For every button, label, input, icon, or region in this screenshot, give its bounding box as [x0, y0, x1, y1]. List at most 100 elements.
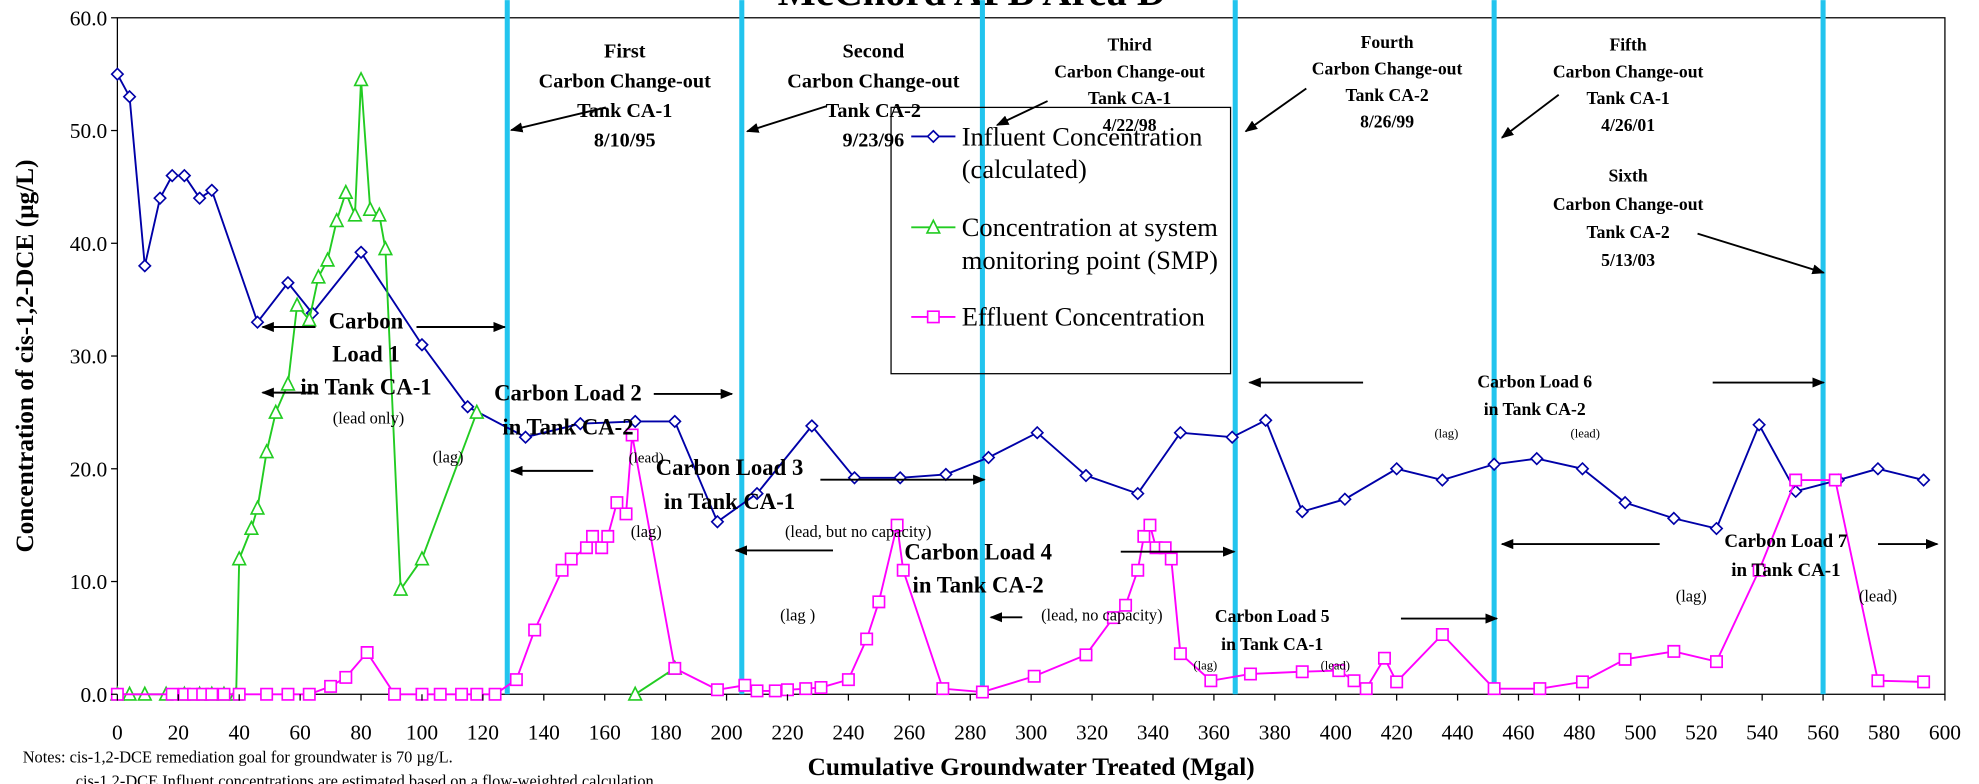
x-tick-label: 240: [832, 721, 864, 745]
marker: [110, 67, 125, 81]
marker: [555, 563, 569, 577]
arrow: [745, 105, 827, 133]
marker: [1143, 518, 1157, 532]
marker: [371, 206, 387, 222]
y-tick-label: 60.0: [70, 6, 108, 30]
marker: [1359, 682, 1373, 696]
marker: [217, 687, 231, 701]
annotation: Carbon Load 2: [494, 381, 642, 406]
marker: [1487, 682, 1501, 696]
marker: [872, 595, 886, 609]
marker: [1752, 563, 1766, 577]
annotation: Carbon Change-out: [1553, 61, 1704, 81]
marker: [1709, 655, 1723, 669]
x-axis-label: Cumulative Groundwater Treated (Mgal): [808, 754, 1255, 781]
marker: [1618, 495, 1632, 510]
marker: [362, 200, 378, 216]
y-tick-label: 20.0: [70, 457, 108, 481]
marker: [360, 646, 374, 660]
marker: [625, 428, 639, 442]
legend-label: Influent Concentration (calculated): [961, 121, 1203, 185]
marker: [1575, 461, 1590, 476]
marker: [667, 414, 682, 429]
marker: [281, 275, 295, 290]
marker: [1164, 552, 1178, 566]
marker: [1225, 430, 1240, 445]
marker: [354, 245, 368, 260]
x-tick-label: 160: [589, 721, 621, 745]
marker: [324, 679, 338, 693]
marker: [1667, 644, 1681, 658]
marker: [1377, 651, 1391, 665]
y-axis-label: Concentration of cis-1,2-DCE (µg/L): [12, 160, 39, 553]
marker: [805, 419, 819, 433]
marker: [289, 296, 305, 312]
marker: [890, 518, 904, 532]
arrow: [509, 106, 607, 133]
marker: [1529, 451, 1544, 466]
annotation: (lead): [629, 450, 664, 466]
marker: [177, 168, 192, 183]
x-tick-label: 540: [1746, 721, 1778, 745]
x-tick-label: 440: [1441, 721, 1473, 745]
series-line: [116, 73, 1924, 530]
arrow: [1244, 87, 1307, 133]
annotation: Tank CA-2: [826, 100, 921, 122]
marker: [595, 541, 609, 555]
marker: [1030, 425, 1045, 440]
annotation-layer: First Carbon Change-out Tank CA-1 8/10/95 Se…: [261, 32, 1939, 673]
legend-label: Concentration at system monitoring point…: [961, 212, 1218, 276]
marker: [1789, 473, 1803, 487]
annotation: (lead): [1571, 426, 1600, 440]
marker: [981, 450, 996, 465]
annotation: Carbon Change-out: [1312, 58, 1463, 78]
marker: [319, 251, 336, 267]
marker: [258, 443, 275, 459]
marker: [668, 661, 682, 675]
x-tick-label: 80: [350, 721, 371, 745]
marker: [1389, 461, 1404, 476]
annotation: in Tank CA-2: [1484, 399, 1586, 419]
annotation: 4/22/98: [1103, 115, 1157, 135]
marker: [122, 89, 137, 104]
marker: [338, 183, 354, 200]
annotation: First: [604, 41, 646, 63]
annotation: Tank CA-1: [1587, 88, 1670, 108]
annotation: (lag): [1434, 426, 1458, 440]
annotation: Carbon: [329, 309, 404, 334]
marker: [601, 529, 615, 543]
marker: [249, 499, 266, 515]
arrow: [1697, 232, 1825, 275]
annotation: in Tank CA-1: [664, 489, 795, 514]
marker: [710, 683, 724, 697]
marker: [268, 403, 284, 419]
marker: [860, 632, 874, 646]
marker: [153, 191, 167, 206]
x-tick-label: 420: [1381, 721, 1413, 745]
marker: [1618, 652, 1632, 666]
x-tick-label: 220: [771, 721, 803, 745]
x-tick-label: 140: [528, 721, 560, 745]
annotation: Tank CA-1: [577, 100, 672, 122]
x-tick-label: 520: [1685, 721, 1717, 745]
marker: [896, 563, 910, 577]
marker: [1666, 511, 1681, 526]
series-layer: [109, 67, 1931, 701]
annotation: (lead): [1859, 587, 1897, 606]
marker: [388, 687, 402, 701]
marker: [1173, 425, 1188, 440]
marker: [610, 496, 624, 510]
marker: [1173, 647, 1187, 661]
marker: [1752, 417, 1766, 432]
marker: [1533, 682, 1547, 696]
x-tick-label: 580: [1868, 721, 1900, 745]
marker: [329, 211, 345, 228]
annotation: (lag): [1676, 587, 1707, 606]
marker: [165, 687, 179, 701]
marker: [470, 687, 484, 701]
marker: [250, 315, 265, 330]
annotation: 4/26/01: [1601, 115, 1655, 135]
marker: [1295, 504, 1310, 519]
